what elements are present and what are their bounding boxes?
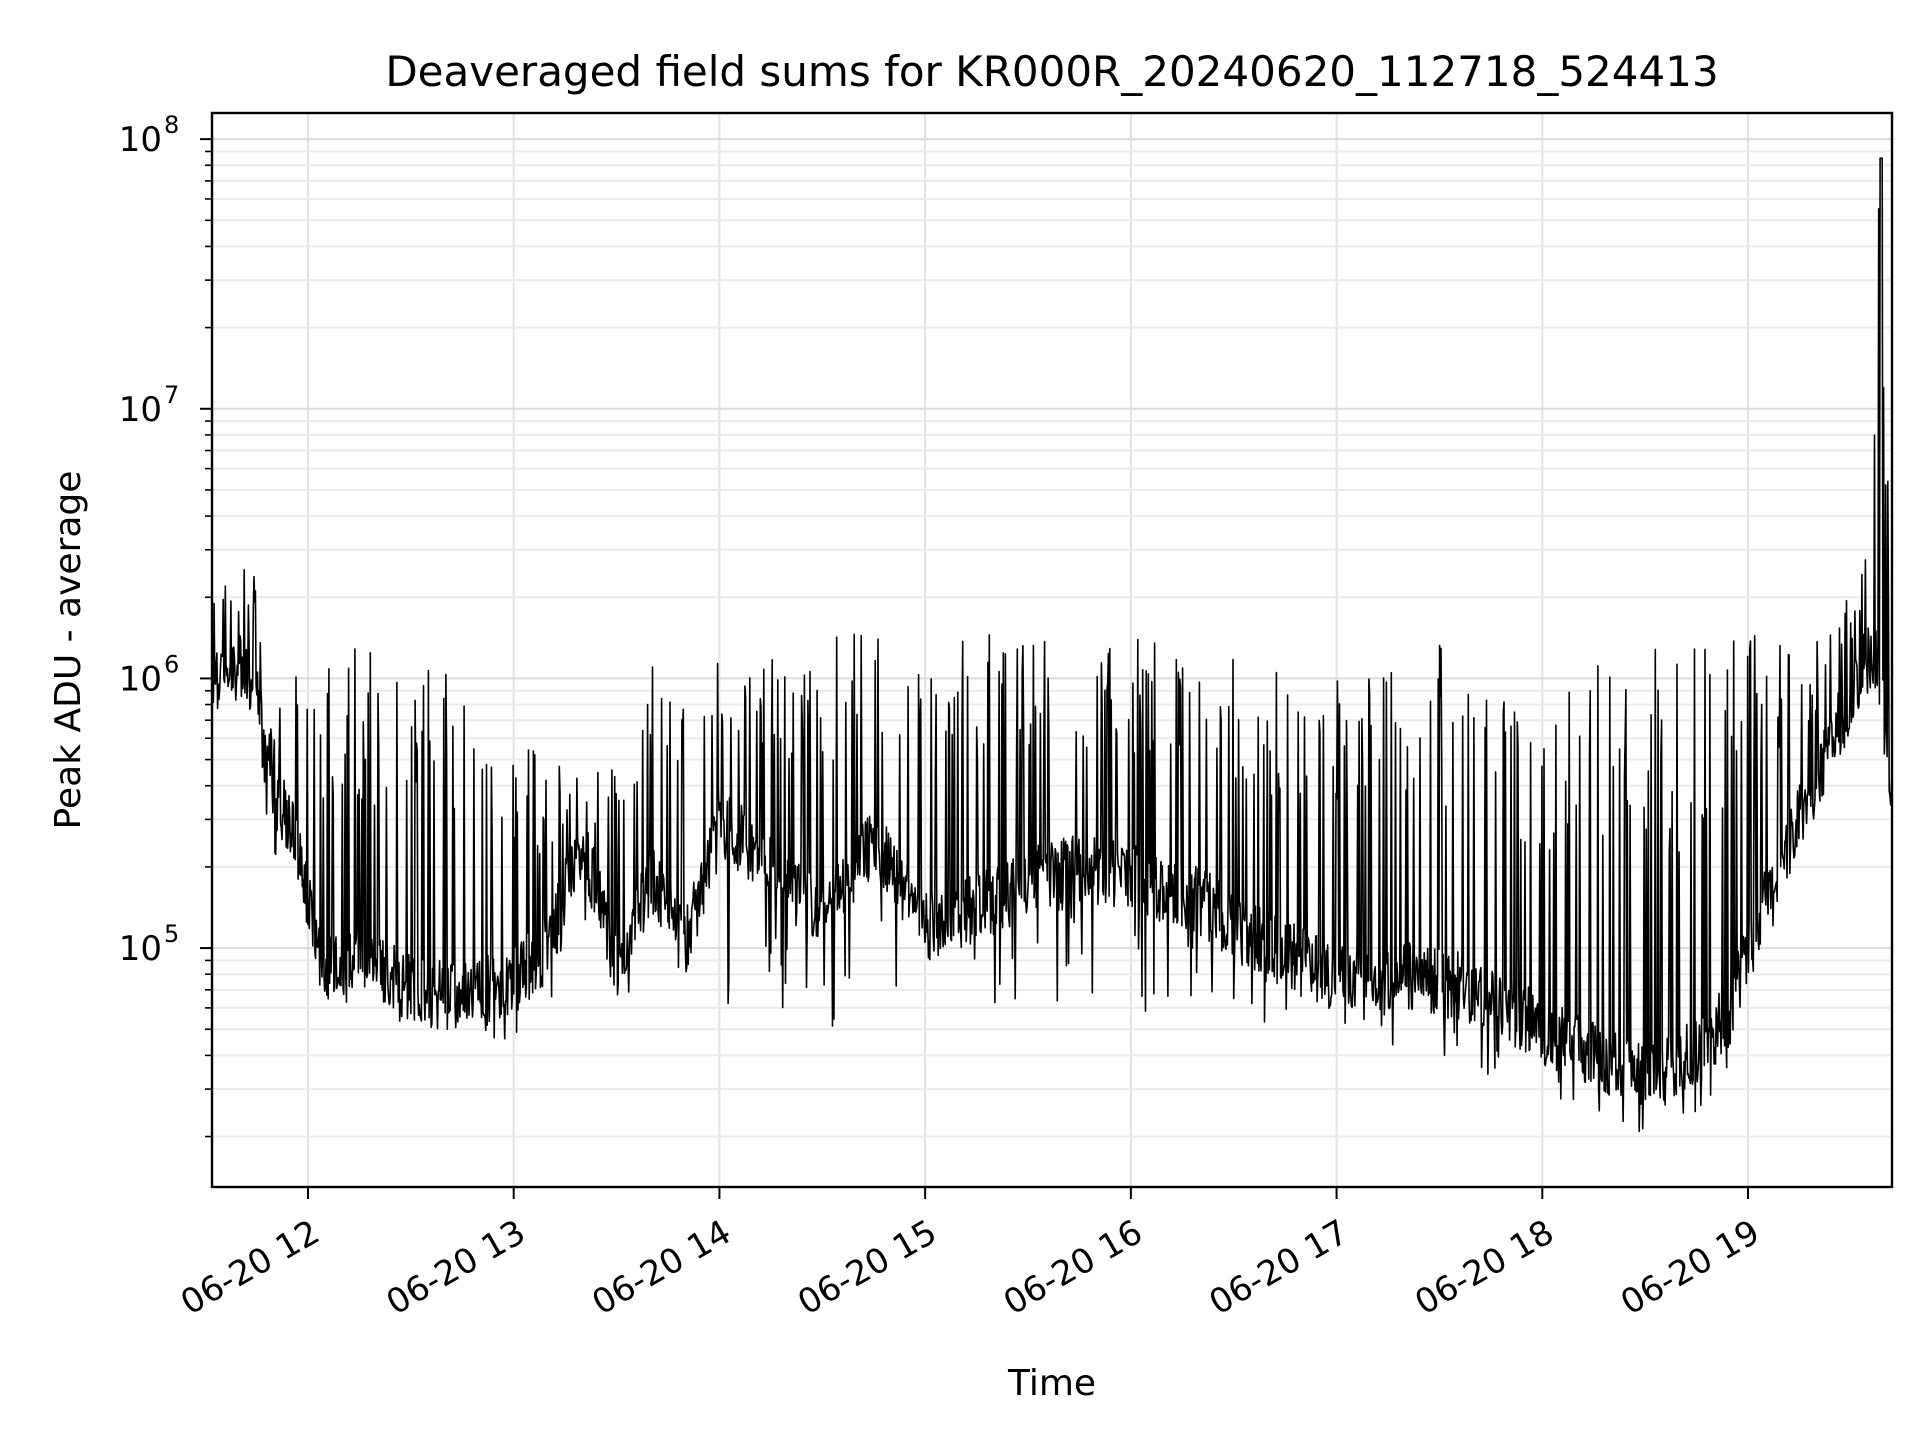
x-tick-label: 06-20 14 [586,1212,738,1323]
x-tick-label: 06-20 18 [1408,1212,1560,1323]
x-axis-label: Time [1007,1363,1096,1404]
series-line [211,157,1893,1133]
x-tick-label: 06-20 15 [791,1212,943,1323]
y-tick-label: 10 [119,390,162,430]
y-tick-label: 10 [119,120,162,160]
plot-area-frame [210,111,1894,1189]
chart-title: Deaveraged field sums for KR000R_2024062… [385,47,1718,96]
y-tick-exponent: 8 [164,111,179,139]
y-tick-exponent: 5 [164,920,179,948]
x-tick-label: 06-20 13 [380,1212,532,1323]
series-layer [211,157,1893,1133]
grid [212,113,1892,1187]
y-tick-label: 10 [119,659,162,699]
x-tick-label: 06-20 19 [1614,1212,1766,1323]
y-axis-label: Peak ADU - average [48,471,89,830]
x-tick-label: 06-20 17 [1203,1212,1355,1323]
y-tick-exponent: 6 [164,650,179,678]
x-axis-ticks: 06-20 12 06-20 13 06-20 14 06-20 15 06-20 16… [174,1187,1767,1323]
y-tick-exponent: 7 [164,381,179,409]
x-tick-label: 06-20 12 [174,1212,326,1323]
y-tick-label: 10 [119,929,162,969]
x-tick-label: 06-20 16 [997,1212,1149,1323]
